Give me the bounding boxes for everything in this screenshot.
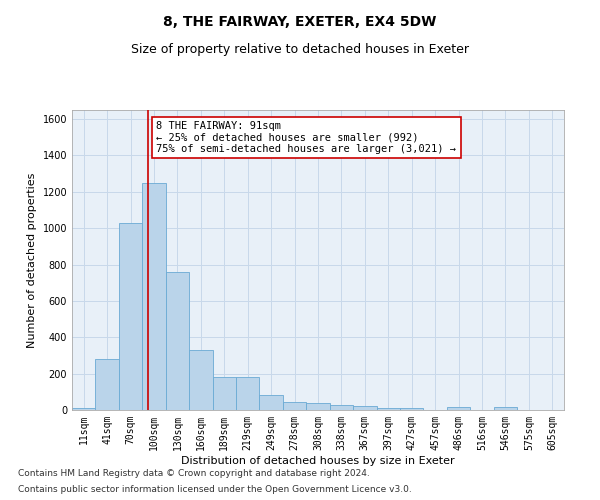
- Bar: [142, 182, 166, 410]
- Bar: [494, 408, 517, 410]
- X-axis label: Distribution of detached houses by size in Exeter: Distribution of detached houses by size …: [181, 456, 455, 466]
- Bar: [447, 408, 470, 410]
- Bar: [189, 350, 212, 410]
- Text: 8 THE FAIRWAY: 91sqm
← 25% of detached houses are smaller (992)
75% of semi-deta: 8 THE FAIRWAY: 91sqm ← 25% of detached h…: [157, 121, 457, 154]
- Y-axis label: Number of detached properties: Number of detached properties: [27, 172, 37, 348]
- Bar: [95, 359, 119, 410]
- Bar: [400, 408, 424, 410]
- Text: 8, THE FAIRWAY, EXETER, EX4 5DW: 8, THE FAIRWAY, EXETER, EX4 5DW: [163, 15, 437, 29]
- Bar: [236, 378, 259, 410]
- Text: Size of property relative to detached houses in Exeter: Size of property relative to detached ho…: [131, 42, 469, 56]
- Bar: [72, 408, 95, 410]
- Bar: [259, 396, 283, 410]
- Bar: [283, 402, 306, 410]
- Bar: [212, 378, 236, 410]
- Bar: [330, 404, 353, 410]
- Bar: [306, 402, 330, 410]
- Bar: [353, 406, 377, 410]
- Text: Contains public sector information licensed under the Open Government Licence v3: Contains public sector information licen…: [18, 485, 412, 494]
- Bar: [119, 222, 142, 410]
- Bar: [377, 408, 400, 410]
- Bar: [166, 272, 189, 410]
- Text: Contains HM Land Registry data © Crown copyright and database right 2024.: Contains HM Land Registry data © Crown c…: [18, 468, 370, 477]
